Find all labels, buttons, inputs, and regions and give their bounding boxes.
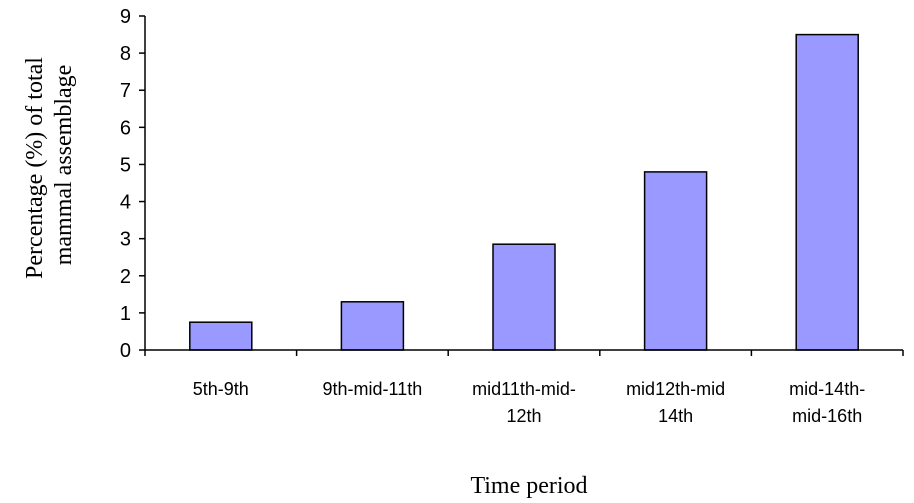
y-tick-label-3: 3 [120,229,131,251]
x-category-label-4-line-1: mid12th-mid [626,379,725,399]
y-tick-label-0: 0 [120,340,131,362]
axis-titles: Time period Percentage (%) of total mamm… [22,51,588,499]
y-tick-label-2: 2 [120,266,131,288]
bar-2 [340,301,405,351]
x-category-label-3: mid11th-mid- 12th [472,379,576,426]
y-tick-label-4: 4 [120,192,131,214]
x-category-label-1-line-1: 5th-9th [193,379,249,399]
axes [139,15,904,356]
y-tick-labels: 0 1 2 3 4 5 6 7 8 9 [120,6,131,362]
x-category-labels: 5th-9th 9th-mid-11th mid11th-mid- 12th mid12… [193,379,865,426]
y-tick-label-8: 8 [120,43,131,65]
y-tick-label-7: 7 [120,80,131,102]
bar-3 [492,243,556,351]
x-category-label-5-line-1: mid-14th- [789,379,865,399]
bar-4 [643,171,708,351]
bars [189,33,859,351]
x-category-label-2: 9th-mid-11th [323,379,423,399]
x-category-label-2-line-1: 9th-mid-11th [323,379,423,399]
bar-5 [795,33,859,351]
x-category-label-1: 5th-9th [193,379,249,399]
y-axis-title-line-1: Percentage (%) of total [22,57,48,279]
x-category-label-5-line-2: mid-16th [792,406,862,426]
y-tick-label-5: 5 [120,154,131,176]
y-tick-label-6: 6 [120,117,131,139]
y-axis-title-line-2: mammal assemblage [51,65,77,266]
x-category-label-3-line-1: mid11th-mid- [472,379,576,399]
x-category-label-4: mid12th-mid 14th [626,379,725,426]
x-category-label-3-line-2: 12th [506,406,541,426]
y-axis-title: Percentage (%) of total mammal assemblag… [22,51,77,279]
x-category-label-4-line-2: 14th [658,406,693,426]
x-category-label-5: mid-14th-mid-16th [789,379,865,426]
y-tick-label-9: 9 [120,6,131,28]
bar-1 [189,321,253,351]
y-tick-label-1: 1 [120,303,131,325]
x-axis-title: Time period [470,473,587,499]
